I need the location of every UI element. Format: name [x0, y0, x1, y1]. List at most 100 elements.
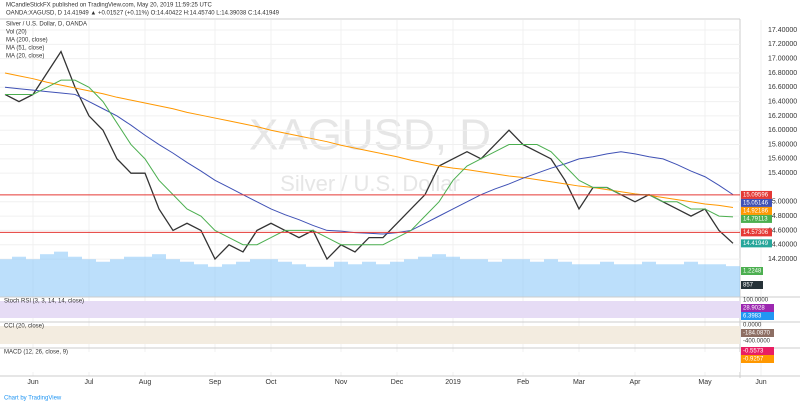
volume-bar	[600, 261, 614, 297]
volume-bar	[348, 264, 362, 297]
y-tick-label: 14.20000	[768, 256, 797, 263]
legend-entry: Silver / U.S. Dollar, D, OANDA	[6, 22, 87, 28]
volume-bar	[54, 251, 68, 297]
price-label: 14.41949	[743, 241, 769, 247]
volume-bar	[614, 264, 628, 297]
x-tick-label: May	[698, 379, 712, 386]
volume-label-box	[741, 267, 763, 275]
legend-entry: MA (200, close)	[6, 38, 48, 44]
pane-title: MACD (12, 26, close, 9)	[4, 350, 68, 356]
volume-bar	[684, 261, 698, 297]
pane-label: 0.0000	[743, 323, 762, 329]
volume-bar	[362, 261, 376, 297]
x-tick-label: Dec	[391, 379, 404, 386]
price-label-box	[741, 190, 772, 199]
pane-label-box	[741, 347, 774, 355]
volume-bar	[82, 259, 96, 297]
volume-bar	[264, 259, 278, 297]
pane-label: -184.0870	[743, 331, 771, 337]
volume-bar	[250, 259, 264, 297]
volume-bar	[292, 264, 306, 297]
volume-bar	[152, 254, 166, 297]
publisher: MCandleStickFX published on TradingView.…	[6, 3, 213, 9]
pane-label: 100.0000	[743, 298, 769, 304]
x-tick-label: Sep	[209, 379, 222, 386]
x-tick-label: Feb	[517, 379, 529, 386]
y-tick-label: 17.00000	[768, 55, 797, 62]
volume-bar	[96, 261, 110, 297]
pane-label-box	[741, 312, 774, 320]
pane-band	[0, 301, 740, 318]
volume-bar	[502, 259, 516, 297]
volume-bar	[236, 261, 250, 297]
pane-label: -400.0000	[743, 339, 771, 345]
volume-bar	[68, 256, 82, 297]
volume-label-box	[741, 281, 763, 289]
price-label: 14.92186	[743, 209, 769, 215]
y-tick-label: 14.80000	[768, 213, 797, 220]
volume-bar	[474, 259, 488, 297]
x-tick-label: Mar	[573, 379, 586, 386]
volume-bar	[712, 264, 726, 297]
volume-bar	[166, 259, 180, 297]
price-label-box	[741, 206, 772, 215]
pane-label: 28.9028	[743, 306, 765, 312]
pane-label-box	[741, 329, 774, 337]
x-tick-label: Apr	[630, 379, 642, 386]
y-tick-label: 14.40000	[768, 242, 797, 249]
volume-bar	[404, 259, 418, 297]
price-label: 14.79113	[743, 217, 768, 223]
pane-title: Stoch RSI (3, 3, 14, 14, close)	[4, 299, 84, 305]
symbol-line: OANDA:XAGUSD, D 14.41949 ▲ +0.01527 (+0.…	[6, 11, 280, 17]
volume-bar	[306, 266, 320, 297]
volume-bar	[642, 261, 656, 297]
volume-bar	[544, 259, 558, 297]
volume-bar	[334, 261, 348, 297]
legend-entry: Vol (20)	[6, 30, 27, 36]
volume-bar	[432, 254, 446, 297]
y-tick-label: 15.80000	[768, 141, 797, 148]
volume-bar	[194, 264, 208, 297]
volume-bar	[586, 264, 600, 297]
volume-bar	[390, 261, 404, 297]
price-label: 14.57306	[743, 230, 769, 236]
series-line	[5, 79, 734, 246]
x-tick-label: Nov	[335, 379, 348, 386]
price-label-box	[741, 198, 772, 207]
pane-label: -0.5573	[743, 349, 764, 355]
volume-bar	[530, 261, 544, 297]
volume-bar	[460, 259, 474, 297]
y-tick-label: 17.20000	[768, 41, 797, 48]
pane-band	[0, 326, 740, 344]
volume-bar	[208, 266, 222, 297]
volume-bar	[40, 254, 54, 297]
volume-bar	[0, 259, 12, 297]
volume-bar	[124, 256, 138, 297]
volume-bar	[516, 259, 530, 297]
pane-band	[0, 352, 740, 372]
volume-bar	[110, 259, 124, 297]
y-tick-label: 15.40000	[768, 170, 797, 177]
y-tick-label: 15.00000	[768, 199, 797, 206]
watermark: XAGUSD, D	[249, 111, 491, 160]
y-tick-label: 16.80000	[768, 70, 797, 77]
y-tick-label: 16.40000	[768, 98, 797, 105]
volume-bar	[446, 256, 460, 297]
y-tick-label: 16.00000	[768, 127, 797, 134]
price-label-box	[741, 214, 772, 223]
volume-bar	[656, 264, 670, 297]
x-tick-label: Jul	[85, 379, 94, 386]
volume-bar	[572, 264, 586, 297]
volume-bar	[320, 266, 334, 297]
volume-bar	[278, 261, 292, 297]
volume-bar	[726, 266, 740, 297]
price-label-box	[741, 239, 772, 248]
legend-entry: MA (20, close)	[6, 54, 44, 60]
y-tick-label: 16.20000	[768, 113, 797, 120]
volume-bar	[138, 256, 152, 297]
volume-bar	[376, 264, 390, 297]
volume-bar	[180, 261, 194, 297]
x-tick-label: Jun	[755, 379, 766, 386]
